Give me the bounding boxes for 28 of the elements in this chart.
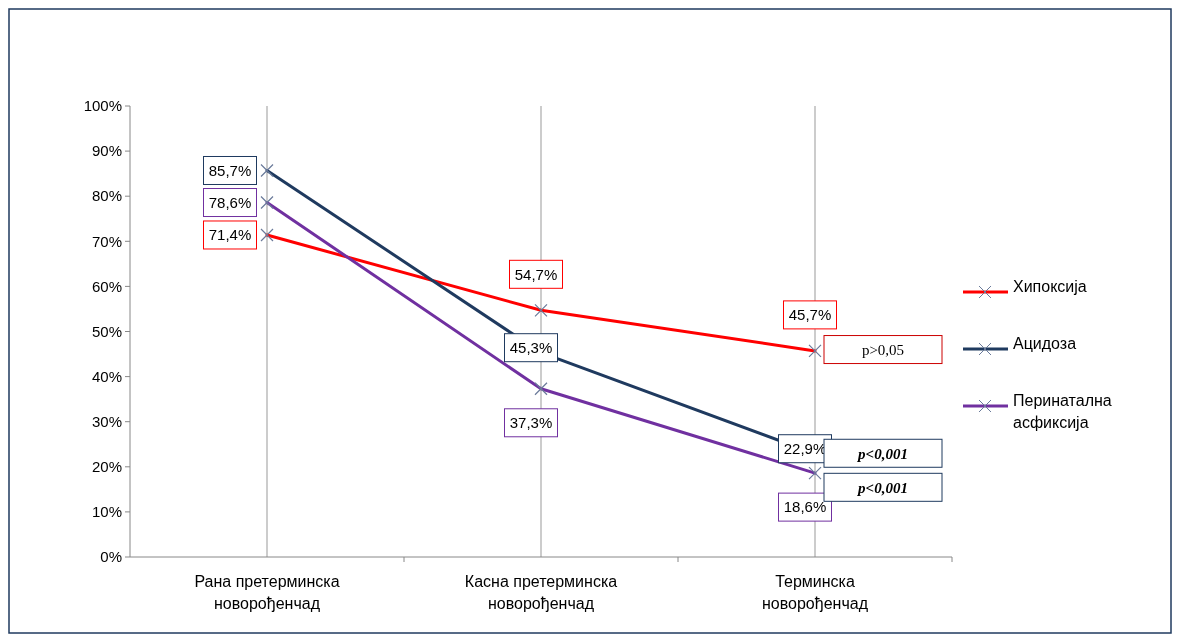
y-tick-label: 90% xyxy=(91,142,122,160)
x-tick-label: Рана претерминска новорођенчад xyxy=(194,573,340,612)
legend-label: Ацидоза xyxy=(1013,335,1077,352)
x-tick-label: Терминска новорођенчад xyxy=(762,573,869,612)
y-tick-label: 0% xyxy=(100,548,122,566)
data-label: 54,7% xyxy=(514,265,558,283)
y-tick-label: 30% xyxy=(91,412,122,430)
annotation: p>0,05 xyxy=(861,341,905,358)
annotation: p<0,001 xyxy=(856,445,908,462)
data-label: 45,3% xyxy=(509,338,553,356)
legend-label: Перинатална асфиксија xyxy=(1013,392,1112,431)
y-tick-label: 80% xyxy=(91,187,122,205)
data-label: 18,6% xyxy=(783,498,827,516)
data-label: 37,3% xyxy=(509,414,553,432)
y-tick-label: 40% xyxy=(91,367,122,385)
legend-label: Хипоксија xyxy=(1013,278,1087,295)
data-label: 71,4% xyxy=(208,226,252,244)
annotation: p<0,001 xyxy=(856,479,908,496)
data-label: 85,7% xyxy=(208,161,252,179)
data-label: 78,6% xyxy=(208,193,252,211)
y-tick-label: 20% xyxy=(91,458,122,476)
y-tick-label: 10% xyxy=(91,503,122,521)
y-tick-label: 50% xyxy=(91,322,122,340)
y-tick-label: 60% xyxy=(91,277,122,295)
y-tick-label: 70% xyxy=(91,232,122,250)
x-tick-label: Касна претерминска новорођенчад xyxy=(464,573,618,612)
data-label: 45,7% xyxy=(788,306,832,324)
y-tick-label: 100% xyxy=(83,97,122,115)
